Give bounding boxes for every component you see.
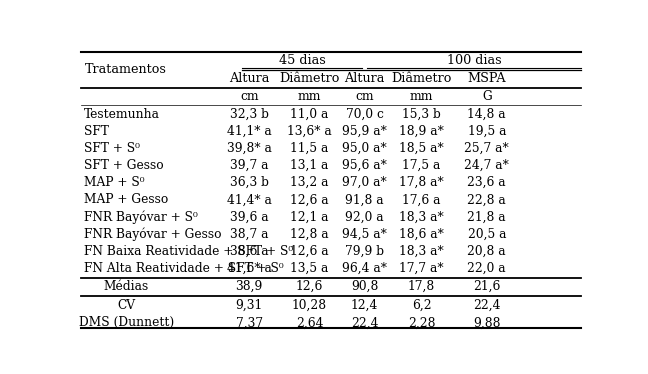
Text: mm: mm <box>410 90 434 103</box>
Text: 2,28: 2,28 <box>408 316 435 329</box>
Text: 10,28: 10,28 <box>292 299 327 312</box>
Text: 12,6: 12,6 <box>296 280 323 293</box>
Text: 22,4: 22,4 <box>473 299 500 312</box>
Text: MAP + S⁰: MAP + S⁰ <box>84 176 144 189</box>
Text: 36,3 b: 36,3 b <box>230 176 269 189</box>
Text: 18,3 a*: 18,3 a* <box>399 245 444 258</box>
Text: 18,5 a*: 18,5 a* <box>399 142 444 155</box>
Text: 11,5 a: 11,5 a <box>290 142 329 155</box>
Text: 7,37: 7,37 <box>236 316 263 329</box>
Text: 12,8 a: 12,8 a <box>290 227 329 240</box>
Text: 79,9 b: 79,9 b <box>345 245 384 258</box>
Text: 2,64: 2,64 <box>295 316 323 329</box>
Text: 100 dias: 100 dias <box>446 54 502 67</box>
Text: CV: CV <box>117 299 135 312</box>
Text: 70,0 c: 70,0 c <box>346 108 384 120</box>
Text: FNR Bayóvar + Gesso: FNR Bayóvar + Gesso <box>84 227 221 241</box>
Text: 38,6 a: 38,6 a <box>230 245 268 258</box>
Text: G: G <box>482 90 492 103</box>
Text: Altura: Altura <box>345 72 385 85</box>
Text: 39,7 a: 39,7 a <box>230 159 268 172</box>
Text: 95,0 a*: 95,0 a* <box>342 142 387 155</box>
Text: Médias: Médias <box>104 280 149 293</box>
Text: 22,0 a: 22,0 a <box>467 262 506 275</box>
Text: 22,8 a: 22,8 a <box>467 193 506 206</box>
Text: 22,4: 22,4 <box>351 316 378 329</box>
Text: 38,7 a: 38,7 a <box>230 227 268 240</box>
Text: 17,6 a: 17,6 a <box>402 193 441 206</box>
Text: MSPA: MSPA <box>467 72 506 85</box>
Text: 9,88: 9,88 <box>473 316 500 329</box>
Text: 9,31: 9,31 <box>236 299 263 312</box>
Text: 12,6 a: 12,6 a <box>290 193 329 206</box>
Text: 41,6* a: 41,6* a <box>227 262 272 275</box>
Text: 18,9 a*: 18,9 a* <box>399 125 444 138</box>
Text: FN Alta Reatividade + SFT + S⁰: FN Alta Reatividade + SFT + S⁰ <box>84 262 283 275</box>
Text: 13,5 a: 13,5 a <box>290 262 329 275</box>
Text: 11,0 a: 11,0 a <box>290 108 329 120</box>
Text: 23,6 a: 23,6 a <box>467 176 506 189</box>
Text: 97,0 a*: 97,0 a* <box>342 176 387 189</box>
Text: 18,6 a*: 18,6 a* <box>399 227 444 240</box>
Text: 21,8 a: 21,8 a <box>467 211 506 223</box>
Text: SFT + S⁰: SFT + S⁰ <box>84 142 139 155</box>
Text: SFT + Gesso: SFT + Gesso <box>84 159 163 172</box>
Text: Testemunha: Testemunha <box>84 108 159 120</box>
Text: 19,5 a: 19,5 a <box>467 125 506 138</box>
Text: 12,4: 12,4 <box>351 299 378 312</box>
Text: DMS (Dunnett): DMS (Dunnett) <box>78 316 174 329</box>
Text: 13,1 a: 13,1 a <box>290 159 329 172</box>
Text: FN Baixa Reatividade + SFT + S⁰: FN Baixa Reatividade + SFT + S⁰ <box>84 245 293 258</box>
Text: mm: mm <box>297 90 321 103</box>
Text: 41,1* a: 41,1* a <box>227 125 272 138</box>
Text: Tratamentos: Tratamentos <box>86 64 167 76</box>
Text: 95,6 a*: 95,6 a* <box>342 159 388 172</box>
Text: cm: cm <box>240 90 259 103</box>
Text: 45 dias: 45 dias <box>279 54 325 67</box>
Text: 24,7 a*: 24,7 a* <box>465 159 509 172</box>
Text: MAP + Gesso: MAP + Gesso <box>84 193 168 206</box>
Text: 25,7 a*: 25,7 a* <box>465 142 509 155</box>
Text: 39,6 a: 39,6 a <box>230 211 268 223</box>
Text: FNR Bayóvar + S⁰: FNR Bayóvar + S⁰ <box>84 210 198 224</box>
Text: 12,6 a: 12,6 a <box>290 245 329 258</box>
Text: 39,8* a: 39,8* a <box>227 142 272 155</box>
Text: 17,5 a: 17,5 a <box>402 159 441 172</box>
Text: 20,8 a: 20,8 a <box>467 245 506 258</box>
Text: 91,8 a: 91,8 a <box>345 193 384 206</box>
Text: 90,8: 90,8 <box>351 280 378 293</box>
Text: 13,6* a: 13,6* a <box>287 125 332 138</box>
Text: 15,3 b: 15,3 b <box>402 108 441 120</box>
Text: 6,2: 6,2 <box>411 299 432 312</box>
Text: 17,8 a*: 17,8 a* <box>399 176 444 189</box>
Text: 17,7 a*: 17,7 a* <box>399 262 444 275</box>
Text: 41,4* a: 41,4* a <box>227 193 272 206</box>
Text: 95,9 a*: 95,9 a* <box>342 125 388 138</box>
Text: 38,9: 38,9 <box>236 280 263 293</box>
Text: cm: cm <box>356 90 374 103</box>
Text: Diâmetro: Diâmetro <box>391 72 452 85</box>
Text: 12,1 a: 12,1 a <box>290 211 329 223</box>
Text: 92,0 a: 92,0 a <box>345 211 384 223</box>
Text: Diâmetro: Diâmetro <box>279 72 340 85</box>
Text: 32,3 b: 32,3 b <box>230 108 269 120</box>
Text: 96,4 a*: 96,4 a* <box>342 262 388 275</box>
Text: 21,6: 21,6 <box>473 280 500 293</box>
Text: Altura: Altura <box>229 72 270 85</box>
Text: 20,5 a: 20,5 a <box>467 227 506 240</box>
Text: SFT: SFT <box>84 125 108 138</box>
Text: 13,2 a: 13,2 a <box>290 176 329 189</box>
Text: 18,3 a*: 18,3 a* <box>399 211 444 223</box>
Text: 17,8: 17,8 <box>408 280 435 293</box>
Text: 14,8 a: 14,8 a <box>467 108 506 120</box>
Text: 94,5 a*: 94,5 a* <box>342 227 388 240</box>
